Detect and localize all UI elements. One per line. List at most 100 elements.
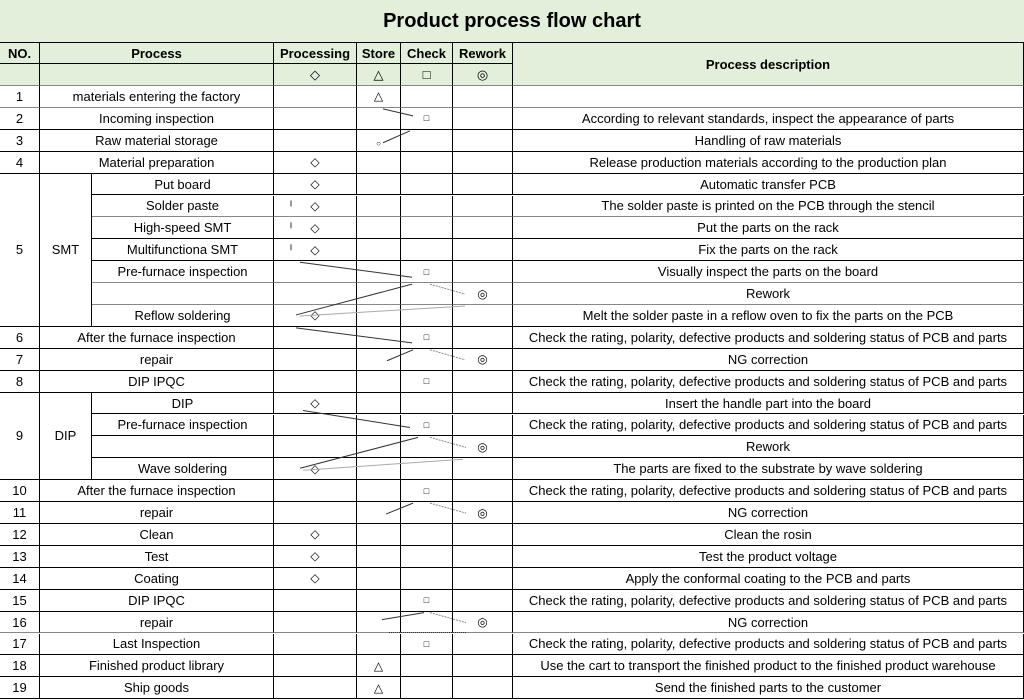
process-name: After the furnace inspection: [40, 480, 274, 503]
process-name: DIP: [92, 392, 274, 415]
header-check: Check: [401, 43, 453, 64]
rework-symbol-icon: ◎: [453, 64, 513, 86]
process-description: Fix the parts on the rack: [513, 239, 1024, 262]
rework-cell: [453, 589, 513, 612]
check-cell: [401, 129, 453, 152]
store-cell: △: [357, 677, 401, 700]
processing-cell: [274, 655, 357, 678]
process-description: Apply the conformal coating to the PCB a…: [513, 567, 1024, 590]
rework-cell: [453, 326, 513, 349]
process-description: Melt the solder paste in a reflow oven t…: [513, 305, 1024, 327]
processing-cell: [274, 677, 357, 700]
store-cell: △: [357, 86, 401, 108]
square-icon: □: [423, 638, 430, 649]
process-name: [92, 283, 274, 305]
processing-cell: [274, 611, 357, 634]
row-number: 4: [0, 151, 40, 174]
row-number: 5: [0, 173, 40, 327]
row-number: 16: [0, 611, 40, 634]
check-cell: [401, 524, 453, 546]
processing-cell: ◇: [274, 567, 357, 590]
process-name: Incoming inspection: [40, 107, 274, 130]
check-cell: □: [401, 589, 453, 612]
store-cell: [357, 458, 401, 481]
process-description: Automatic transfer PCB: [513, 173, 1024, 196]
process-description: [513, 86, 1024, 108]
row-number: 9: [0, 392, 40, 481]
processing-cell: [274, 480, 357, 503]
store-cell: [357, 545, 401, 568]
double-circle-icon: ◎: [477, 439, 488, 454]
diamond-icon: ◇: [310, 177, 320, 192]
process-name: Multifunctiona SMT: [92, 239, 274, 262]
row-number: 6: [0, 326, 40, 349]
store-cell: [357, 567, 401, 590]
process-name: Coating: [40, 567, 274, 590]
process-description: Check the rating, polarity, defective pr…: [513, 326, 1024, 349]
store-cell: [357, 633, 401, 656]
store-cell: [357, 589, 401, 612]
legend-process-blank: [40, 64, 274, 86]
row-number: 15: [0, 589, 40, 612]
processing-cell: ◇: [274, 173, 357, 196]
rework-cell: [453, 173, 513, 196]
check-cell: [401, 151, 453, 174]
diamond-icon: ◇: [310, 461, 320, 476]
process-name: DIP IPQC: [40, 589, 274, 612]
process-description: Rework: [513, 283, 1024, 305]
store-cell: [357, 611, 401, 634]
check-cell: [401, 611, 453, 634]
process-name: Test: [40, 545, 274, 568]
rework-cell: [453, 414, 513, 437]
check-cell: [401, 283, 453, 305]
row-number: 17: [0, 633, 40, 656]
diamond-icon: ◇: [310, 396, 320, 411]
diamond-icon: ◇: [310, 220, 320, 235]
header-no: NO.: [0, 43, 40, 64]
store-cell: [357, 436, 401, 459]
store-cell: [357, 370, 401, 393]
processing-symbol-icon: ◇: [274, 64, 357, 86]
process-description: Check the rating, polarity, defective pr…: [513, 480, 1024, 503]
diamond-icon: ◇: [310, 198, 320, 213]
check-symbol-icon: □: [401, 64, 453, 86]
process-description: Release production materials according t…: [513, 151, 1024, 174]
store-cell: [357, 480, 401, 503]
check-cell: [401, 545, 453, 568]
store-cell: [357, 261, 401, 284]
rework-cell: [453, 107, 513, 130]
check-cell: □: [401, 480, 453, 503]
row-number: 10: [0, 480, 40, 503]
process-description: Visually inspect the parts on the board: [513, 261, 1024, 284]
store-cell: [357, 524, 401, 546]
check-cell: [401, 392, 453, 415]
rework-cell: [453, 217, 513, 240]
rework-cell: [453, 305, 513, 327]
processing-cell: [274, 370, 357, 393]
process-description: Test the product voltage: [513, 545, 1024, 568]
row-number: 18: [0, 655, 40, 678]
processing-cell: [274, 326, 357, 349]
rework-cell: ◎: [453, 348, 513, 371]
rework-cell: [453, 524, 513, 546]
rework-cell: [453, 633, 513, 656]
header-processing: Processing: [274, 43, 357, 64]
diamond-icon: ◇: [310, 308, 320, 323]
store-cell: △: [357, 655, 401, 678]
check-cell: [401, 502, 453, 524]
check-cell: □: [401, 633, 453, 656]
store-cell: [357, 195, 401, 218]
diamond-icon: ◇: [310, 549, 320, 564]
check-cell: [401, 173, 453, 196]
process-description: Check the rating, polarity, defective pr…: [513, 633, 1024, 656]
store-cell: [357, 217, 401, 240]
process-description: Check the rating, polarity, defective pr…: [513, 589, 1024, 612]
processing-cell: [274, 414, 357, 437]
triangle-icon: △: [373, 680, 384, 695]
store-symbol-icon: △: [357, 64, 401, 86]
rework-cell: [453, 370, 513, 393]
process-description: Insert the handle part into the board: [513, 392, 1024, 415]
processing-cell: ◇: [274, 305, 357, 327]
rework-cell: [453, 545, 513, 568]
rework-cell: [453, 677, 513, 700]
